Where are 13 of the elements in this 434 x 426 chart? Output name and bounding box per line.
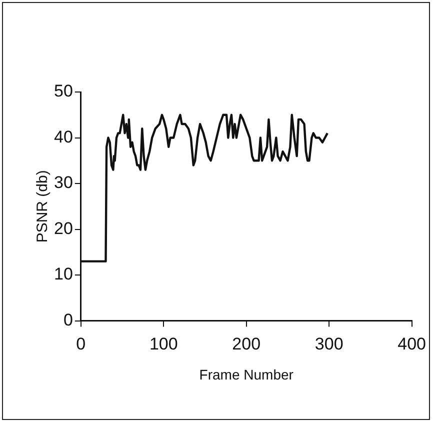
x-tick-label: 300 (314, 334, 344, 354)
y-tick-label: 50 (54, 82, 73, 101)
x-tick-label: 200 (232, 334, 261, 354)
y-tick-label: 0 (63, 310, 73, 330)
x-tick-label: 0 (76, 334, 86, 354)
y-tick-label: 10 (54, 264, 73, 284)
y-tick-label: 30 (54, 173, 73, 192)
x-tick-label: 400 (398, 334, 426, 354)
x-tick-label: 100 (149, 334, 178, 354)
y-tick-label: 20 (54, 218, 73, 238)
x-axis-title: Frame Number (199, 366, 294, 382)
y-axis-title: PSNR (db) (34, 170, 52, 243)
y-tick-label: 40 (54, 127, 73, 146)
